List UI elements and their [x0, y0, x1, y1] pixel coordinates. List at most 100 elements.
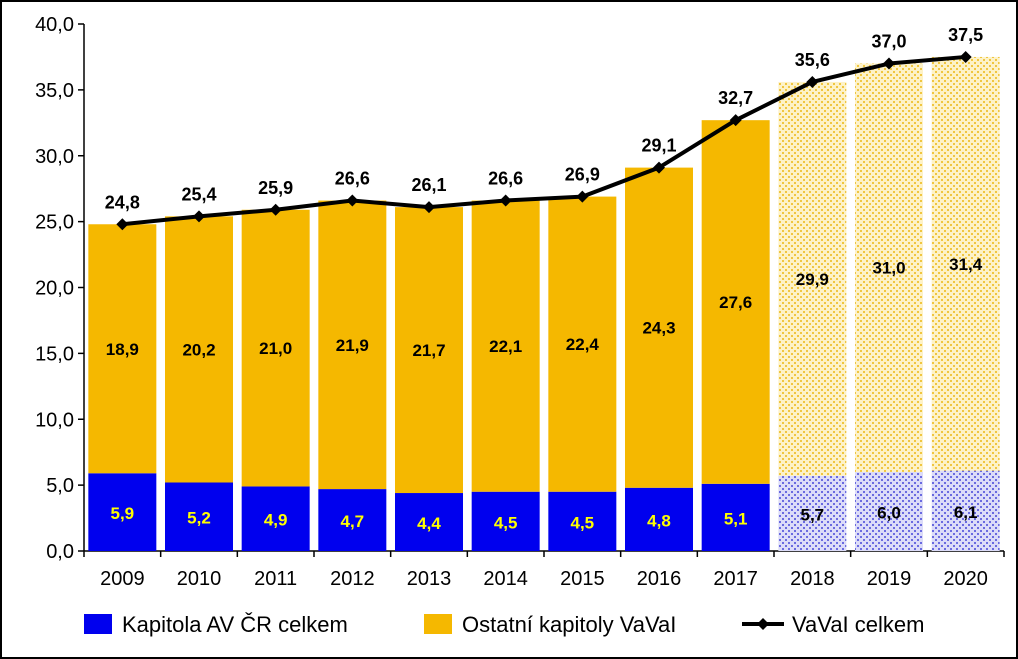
total-label: 26,1: [411, 175, 446, 195]
bars: [88, 56, 1000, 551]
total-label: 25,9: [258, 178, 293, 198]
bar-label-kapitola-av: 5,9: [111, 504, 135, 523]
bar-ostatni-kapitoly: [778, 81, 847, 476]
total-label: 35,6: [795, 50, 830, 70]
bar-ostatni-kapitoly: [471, 200, 540, 492]
point-vaval-celkem: [729, 114, 742, 127]
total-label: 26,6: [335, 169, 370, 189]
bar-label-kapitola-av: 6,1: [954, 503, 978, 522]
y-tick-label: 15,0: [35, 343, 74, 365]
bar-kapitola-av: [165, 482, 233, 551]
x-tick-label: 2010: [177, 568, 222, 590]
bar-ostatni-kapitoly: [88, 224, 157, 474]
y-tick-label: 30,0: [35, 146, 74, 168]
bar-label-ostatni-kapitoly: 21,7: [412, 341, 445, 360]
bar-kapitola-av: [931, 470, 1000, 551]
x-tick-label: 2011: [254, 568, 297, 590]
total-label: 29,1: [641, 136, 676, 156]
bar-label-ostatni-kapitoly: 29,9: [796, 270, 829, 289]
legend-label-ostatni-kapitoly: Ostatní kapitoly VaVaI: [462, 612, 676, 637]
total-label: 26,6: [488, 169, 523, 189]
bar-label-ostatni-kapitoly: 31,4: [949, 255, 983, 274]
x-tick-label: 2013: [407, 568, 452, 590]
x-tick-label: 2018: [790, 568, 835, 590]
x-tick-label: 2016: [637, 568, 682, 590]
y-tick-label: 25,0: [35, 212, 74, 234]
bar-ostatni-kapitoly: [931, 56, 1000, 471]
bar-label-ostatni-kapitoly: 21,0: [259, 339, 292, 358]
point-vaval-celkem: [346, 194, 359, 207]
total-label: 32,7: [718, 88, 753, 108]
total-line: [116, 50, 972, 231]
bar-kapitola-av: [241, 486, 310, 551]
x-tick-label: 2014: [483, 568, 528, 590]
y-tick-label: 0,0: [46, 541, 74, 563]
point-vaval-celkem: [806, 75, 819, 88]
x-tick-label: 2019: [867, 568, 912, 590]
bar-kapitola-av: [395, 493, 463, 551]
bar-ostatni-kapitoly: [241, 209, 310, 487]
y-tick-label: 10,0: [35, 409, 74, 431]
bar-label-kapitola-av: 4,8: [647, 511, 671, 530]
total-label: 25,4: [181, 184, 216, 204]
point-vaval-celkem: [883, 57, 895, 70]
bar-label-kapitola-av: 5,7: [801, 505, 825, 524]
bar-label-kapitola-av: 4,5: [494, 513, 518, 532]
bar-label-ostatni-kapitoly: 21,9: [336, 336, 369, 355]
x-tick-label: 2017: [713, 568, 758, 590]
bar-kapitola-av: [778, 475, 847, 551]
x-tick-label: 2012: [330, 568, 375, 590]
point-vaval-celkem: [959, 50, 972, 63]
x-tick-label: 2020: [943, 568, 988, 590]
legend-label-vaval-celkem: VaVaI celkem: [792, 612, 924, 637]
legend-marker-vaval-celkem: [757, 618, 769, 630]
bar-kapitola-av: [625, 487, 693, 551]
legend: Kapitola AV ČR celkem Ostatní kapitoly Va…: [84, 612, 924, 637]
x-tick-label: 2009: [100, 568, 145, 590]
point-vaval-celkem: [116, 218, 129, 231]
point-vaval-celkem: [576, 190, 589, 203]
axes: 0,0 5,0 10,0 15,0 20,0 25,0 30,0 35,0 40,0 2009 20…: [35, 14, 1005, 590]
bar-label-ostatni-kapitoly: 22,1: [489, 337, 522, 356]
bar-label-ostatni-kapitoly: 22,4: [566, 335, 600, 354]
x-tick-label: 2015: [560, 568, 605, 590]
line-vaval-celkem: [122, 54, 966, 227]
total-label: 37,0: [871, 32, 906, 52]
bar-kapitola-av: [701, 483, 770, 551]
bar-label-ostatni-kapitoly: 24,3: [642, 319, 675, 338]
bar-label-kapitola-av: 5,1: [724, 509, 748, 528]
point-vaval-celkem: [653, 161, 665, 174]
y-tick-label: 20,0: [35, 278, 74, 300]
bar-label-kapitola-av: 6,0: [877, 503, 901, 522]
y-tick-label: 35,0: [35, 80, 74, 102]
bar-label-ostatni-kapitoly: 27,6: [719, 293, 752, 312]
bar-label-kapitola-av: 4,9: [264, 511, 288, 530]
data-labels: 5,9 18,9 5,2 20,2 4,9 21,0 4,7 21,9 4,4 21,7 4,5 22…: [105, 25, 983, 533]
bar-label-ostatni-kapitoly: 18,9: [106, 340, 139, 359]
y-tick-label: 5,0: [46, 475, 74, 497]
point-vaval-celkem: [423, 201, 435, 214]
bar-ostatni-kapitoly: [625, 167, 693, 488]
bar-kapitola-av: [548, 491, 617, 551]
bar-ostatni-kapitoly: [701, 120, 770, 484]
bar-kapitola-av: [318, 489, 387, 551]
bar-label-kapitola-av: 5,2: [187, 509, 211, 528]
legend-swatch-ostatni-kapitoly: [424, 614, 452, 634]
legend-label-kapitola-av: Kapitola AV ČR celkem: [122, 612, 348, 637]
bar-ostatni-kapitoly: [395, 207, 463, 494]
point-vaval-celkem: [499, 194, 512, 207]
bar-kapitola-av: [855, 471, 923, 551]
bar-label-kapitola-av: 4,5: [571, 513, 595, 532]
bar-ostatni-kapitoly: [855, 63, 923, 472]
bar-ostatni-kapitoly: [318, 200, 387, 490]
total-label: 26,9: [565, 165, 600, 185]
total-label: 37,5: [948, 25, 983, 45]
point-vaval-celkem: [269, 203, 282, 216]
legend-swatch-kapitola-av: [84, 614, 112, 634]
y-tick-label: 40,0: [35, 14, 74, 36]
bar-label-ostatni-kapitoly: 20,2: [182, 340, 215, 359]
bar-kapitola-av: [471, 491, 540, 551]
total-label: 24,8: [105, 192, 140, 212]
